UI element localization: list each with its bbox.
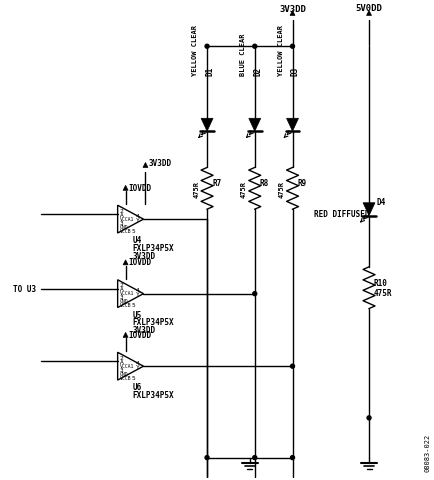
Circle shape <box>290 456 294 460</box>
Text: VCCA1: VCCA1 <box>119 363 134 368</box>
Text: 5: 5 <box>131 302 135 308</box>
Text: 2: 2 <box>119 208 123 213</box>
Polygon shape <box>362 204 374 216</box>
Polygon shape <box>123 333 128 337</box>
Text: YELLOW CLEAR: YELLOW CLEAR <box>277 25 283 76</box>
Circle shape <box>204 45 209 49</box>
Text: FXLP34P5X: FXLP34P5X <box>132 318 174 327</box>
Text: BLUE CLEAR: BLUE CLEAR <box>239 34 245 76</box>
Text: 3: 3 <box>119 295 123 300</box>
Text: A: A <box>119 359 123 364</box>
Text: R7: R7 <box>211 179 221 188</box>
Text: GND: GND <box>119 299 128 303</box>
Text: RED DIFFUSED: RED DIFFUSED <box>314 209 369 218</box>
Text: 5: 5 <box>131 228 135 233</box>
Text: 475R: 475R <box>240 180 246 197</box>
Circle shape <box>252 292 256 296</box>
Text: U6: U6 <box>132 382 141 391</box>
Polygon shape <box>286 119 298 132</box>
Text: 5V0DD: 5V0DD <box>355 4 381 13</box>
Text: R10: R10 <box>373 279 387 288</box>
Circle shape <box>252 45 256 49</box>
Text: 2: 2 <box>119 355 123 360</box>
Text: 4: 4 <box>135 213 139 218</box>
Text: IOVDD: IOVDD <box>128 183 151 192</box>
Text: VCCA1: VCCA1 <box>119 216 134 221</box>
Text: A: A <box>119 212 123 217</box>
Text: 5: 5 <box>131 375 135 380</box>
Text: 08083-022: 08083-022 <box>424 432 430 470</box>
Circle shape <box>290 45 294 49</box>
Text: U5: U5 <box>132 310 141 319</box>
Circle shape <box>252 456 256 460</box>
Text: VCCA1: VCCA1 <box>119 290 134 296</box>
Text: IOVDD: IOVDD <box>128 330 151 339</box>
Text: Y: Y <box>135 364 139 369</box>
Text: IOVDD: IOVDD <box>128 258 151 267</box>
Polygon shape <box>123 260 128 265</box>
Text: R8: R8 <box>259 179 268 188</box>
Text: 4: 4 <box>135 288 139 293</box>
Text: 3: 3 <box>119 220 123 225</box>
Circle shape <box>204 456 209 460</box>
Text: YELLOW CLEAR: YELLOW CLEAR <box>192 25 198 76</box>
Polygon shape <box>143 163 148 168</box>
Polygon shape <box>248 119 260 132</box>
Text: 3V3DD: 3V3DD <box>132 326 155 335</box>
Text: VCCB: VCCB <box>119 228 131 233</box>
Polygon shape <box>366 12 371 16</box>
Text: Y: Y <box>135 217 139 222</box>
Text: TO U3: TO U3 <box>13 285 36 294</box>
Text: 4: 4 <box>135 360 139 365</box>
Text: FXLP34P5X: FXLP34P5X <box>132 243 174 252</box>
Text: GND: GND <box>119 371 128 376</box>
Text: 3: 3 <box>119 367 123 372</box>
Text: Y: Y <box>135 291 139 297</box>
Text: R9: R9 <box>297 179 306 188</box>
Text: U4: U4 <box>132 236 141 244</box>
Polygon shape <box>201 119 213 132</box>
Text: 475R: 475R <box>193 180 199 197</box>
Text: D1: D1 <box>205 67 214 76</box>
Circle shape <box>290 364 294 369</box>
Text: VCCB: VCCB <box>119 375 131 380</box>
Polygon shape <box>123 186 128 191</box>
Text: 475R: 475R <box>278 180 284 197</box>
Text: D3: D3 <box>290 67 299 76</box>
Text: 475R: 475R <box>373 288 391 298</box>
Text: 3V3DD: 3V3DD <box>132 252 155 260</box>
Text: D4: D4 <box>376 197 385 206</box>
Text: FXLP34P5X: FXLP34P5X <box>132 390 174 399</box>
Text: 3V3DD: 3V3DD <box>148 159 171 168</box>
Text: VCCB: VCCB <box>119 302 131 308</box>
Text: D2: D2 <box>253 67 262 76</box>
Text: GND: GND <box>119 224 128 229</box>
Circle shape <box>366 416 370 420</box>
Text: 3V3DD: 3V3DD <box>279 5 305 14</box>
Polygon shape <box>289 12 294 16</box>
Text: A: A <box>119 287 123 291</box>
Text: 2: 2 <box>119 283 123 288</box>
